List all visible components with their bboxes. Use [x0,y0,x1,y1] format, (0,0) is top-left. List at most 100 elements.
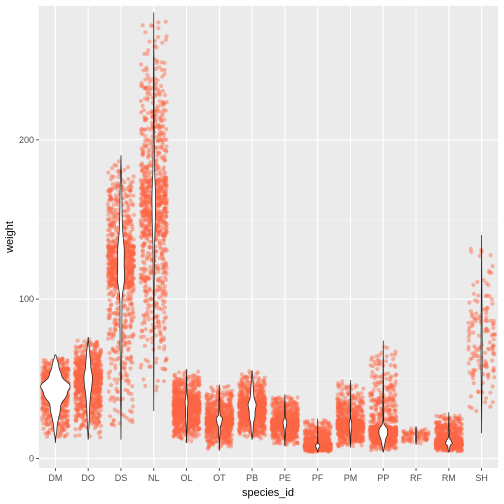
data-point [43,375,48,380]
data-point [162,310,167,315]
data-point [108,177,114,182]
data-point [47,361,52,366]
data-point [93,401,98,406]
data-point [144,267,149,272]
data-point [47,427,52,432]
data-point [75,413,80,419]
data-point [93,371,98,376]
data-point [73,427,78,432]
data-point [60,409,65,414]
data-point [48,421,53,427]
data-point [173,399,178,404]
data-point [80,384,85,389]
data-point [44,406,50,411]
data-point [110,182,115,187]
data-point [88,340,93,346]
data-point [41,411,46,416]
data-point [92,414,97,419]
data-point [80,343,85,348]
data-point [105,202,110,207]
data-point [75,385,80,390]
data-point [43,431,48,436]
data-point [164,248,169,253]
data-point [177,428,182,433]
data-point [78,383,83,388]
data-point [153,360,159,365]
data-point [173,404,178,409]
data-point [61,366,67,371]
data-point [61,368,66,373]
data-point [148,264,153,270]
data-point [98,398,103,404]
data-point [93,380,98,385]
data-point [143,383,148,388]
data-point [180,381,185,386]
data-point [96,364,101,369]
data-point [75,349,80,354]
data-point [75,380,80,385]
data-point [91,362,97,367]
data-point [99,408,104,413]
data-point [185,377,190,382]
data-point [153,333,158,338]
data-point [92,426,97,431]
data-point [44,369,50,374]
data-point [119,412,124,417]
data-point [158,171,163,176]
data-point [46,361,51,366]
data-point [141,313,146,318]
data-point [97,359,102,364]
data-point [60,356,65,362]
data-point [143,327,148,332]
data-point [73,392,78,397]
data-point [131,287,136,292]
data-point [124,201,129,206]
data-point [95,404,101,409]
data-point [76,378,82,384]
data-point [78,385,83,390]
data-point [106,389,111,394]
data-point [76,371,81,377]
data-point [43,358,48,363]
data-point [98,347,104,352]
data-point [44,361,49,366]
data-point [107,228,112,233]
data-point [99,363,104,368]
data-point [76,377,81,382]
data-point [40,417,45,422]
data-point [126,207,131,212]
data-point [95,384,100,389]
data-point [73,373,78,378]
data-point [42,413,47,418]
data-point [95,374,100,379]
data-point [62,434,68,439]
data-point [76,396,81,402]
data-point [76,403,81,408]
data-point [140,23,145,28]
data-point [142,320,147,325]
data-point [92,367,97,372]
data-point [75,389,80,394]
data-point [140,248,146,254]
data-point [42,397,47,402]
data-point [63,375,68,380]
data-point [97,386,102,391]
data-point [91,388,96,393]
data-point [77,433,82,438]
data-point [57,423,62,428]
data-point [64,373,69,378]
data-point [45,409,50,414]
data-point [128,183,133,188]
data-point [191,408,196,413]
data-point [131,315,136,320]
data-point [97,412,102,417]
data-point [126,240,131,245]
data-point [62,399,68,404]
data-point [157,228,163,233]
data-point [123,231,128,236]
data-point [78,359,83,364]
data-point [130,179,135,184]
data-point [78,349,83,354]
data-point [79,366,84,371]
data-point [157,345,162,350]
